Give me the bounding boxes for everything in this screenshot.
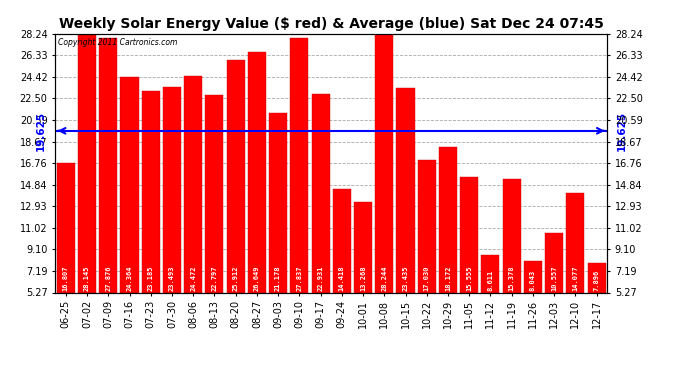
- Text: 27.837: 27.837: [296, 265, 302, 291]
- Bar: [141, 91, 160, 292]
- Bar: [502, 178, 521, 292]
- Title: Weekly Solar Energy Value ($ red) & Average (blue) Sat Dec 24 07:45: Weekly Solar Energy Value ($ red) & Aver…: [59, 17, 604, 31]
- Bar: [439, 147, 457, 292]
- Bar: [333, 189, 351, 292]
- Text: 19.625: 19.625: [617, 111, 627, 151]
- Text: 28.145: 28.145: [84, 265, 90, 291]
- Bar: [290, 38, 308, 292]
- Bar: [163, 87, 181, 292]
- Text: 10.557: 10.557: [551, 265, 557, 291]
- Bar: [78, 35, 96, 292]
- Bar: [524, 261, 542, 292]
- Text: 19.625: 19.625: [35, 111, 46, 151]
- Text: 24.472: 24.472: [190, 265, 196, 291]
- Text: Copyright 2011 Cartronics.com: Copyright 2011 Cartronics.com: [58, 38, 177, 46]
- Bar: [312, 93, 330, 292]
- Bar: [460, 177, 478, 292]
- Bar: [375, 34, 393, 292]
- Text: 27.876: 27.876: [106, 265, 111, 291]
- Bar: [248, 52, 266, 292]
- Text: 14.418: 14.418: [339, 265, 345, 291]
- Bar: [206, 95, 224, 292]
- Bar: [397, 88, 415, 292]
- Text: 25.912: 25.912: [233, 265, 239, 291]
- Bar: [566, 193, 584, 292]
- Bar: [269, 113, 287, 292]
- Text: 16.807: 16.807: [63, 265, 69, 291]
- Text: 23.185: 23.185: [148, 265, 154, 291]
- Bar: [184, 76, 202, 292]
- Text: 22.931: 22.931: [317, 265, 324, 291]
- Text: 22.797: 22.797: [211, 265, 217, 291]
- Text: 17.030: 17.030: [424, 265, 430, 291]
- Text: 21.178: 21.178: [275, 265, 281, 291]
- Bar: [121, 77, 139, 292]
- Bar: [588, 263, 606, 292]
- Text: 23.435: 23.435: [402, 265, 408, 291]
- Text: 28.244: 28.244: [382, 265, 387, 291]
- Text: 8.611: 8.611: [487, 270, 493, 291]
- Bar: [226, 60, 245, 292]
- Text: 7.896: 7.896: [593, 270, 600, 291]
- Bar: [417, 160, 436, 292]
- Bar: [545, 233, 563, 292]
- Text: 23.493: 23.493: [169, 265, 175, 291]
- Bar: [99, 38, 117, 292]
- Text: 15.555: 15.555: [466, 265, 472, 291]
- Text: 18.172: 18.172: [445, 265, 451, 291]
- Bar: [354, 202, 372, 292]
- Text: 14.077: 14.077: [572, 265, 578, 291]
- Text: 15.378: 15.378: [509, 265, 515, 291]
- Text: 8.043: 8.043: [530, 270, 536, 291]
- Text: 26.649: 26.649: [254, 265, 260, 291]
- Bar: [482, 255, 500, 292]
- Bar: [57, 162, 75, 292]
- Text: 24.364: 24.364: [126, 265, 132, 291]
- Text: 13.268: 13.268: [360, 265, 366, 291]
